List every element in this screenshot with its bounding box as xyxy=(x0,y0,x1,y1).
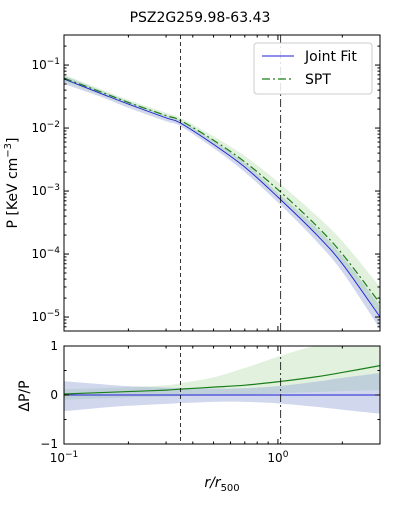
y-tick-label-top: 10−3 xyxy=(31,183,60,198)
series-line-top-0 xyxy=(64,78,380,318)
band-top-1 xyxy=(64,74,380,318)
y-tick-label-bottom: 0 xyxy=(50,388,58,402)
band-top-0 xyxy=(64,75,380,329)
y-tick-label-bottom: 1 xyxy=(50,339,58,353)
top-panel: 10−5 10−4 10−3 10−2 10−1 Joint Fit SPT xyxy=(31,34,381,332)
bottom-panel: −1 0 1 xyxy=(40,339,381,451)
chart-title: PSZ2G259.98-63.43 xyxy=(130,10,271,26)
top-y-axis-label: P [KeV cm−3] xyxy=(3,137,21,228)
legend-label-0: Joint Fit xyxy=(304,49,357,65)
legend-label-1: SPT xyxy=(305,72,331,88)
y-tick-label-top: 10−4 xyxy=(31,246,60,261)
series-line-top-1 xyxy=(64,77,380,304)
bottom-y-axis-label: ΔP/P xyxy=(17,380,33,411)
x-axis-label: r/r500 xyxy=(204,475,239,494)
top-plot-area xyxy=(64,74,380,329)
y-tick-label-bottom: −1 xyxy=(40,437,58,451)
x-tick-label: 100 xyxy=(267,450,288,465)
y-tick-label-top: 10−5 xyxy=(31,309,60,324)
series-line-bottom-1 xyxy=(64,365,380,395)
legend: Joint Fit SPT xyxy=(253,42,373,95)
x-axis: 10−1 100 xyxy=(50,35,343,465)
y-tick-label-top: 10−1 xyxy=(31,57,60,72)
svg-text:r/r500: r/r500 xyxy=(204,475,239,494)
top-axes-frame xyxy=(63,34,381,332)
band-bottom-spt xyxy=(64,346,380,400)
svg-text:P [KeV cm−3]: P [KeV cm−3] xyxy=(3,137,21,228)
bottom-plot-area xyxy=(64,346,380,414)
x-tick-label: 10−1 xyxy=(50,450,79,465)
band-bottom-joint xyxy=(64,372,380,414)
y-tick-label-top: 10−2 xyxy=(31,120,60,135)
